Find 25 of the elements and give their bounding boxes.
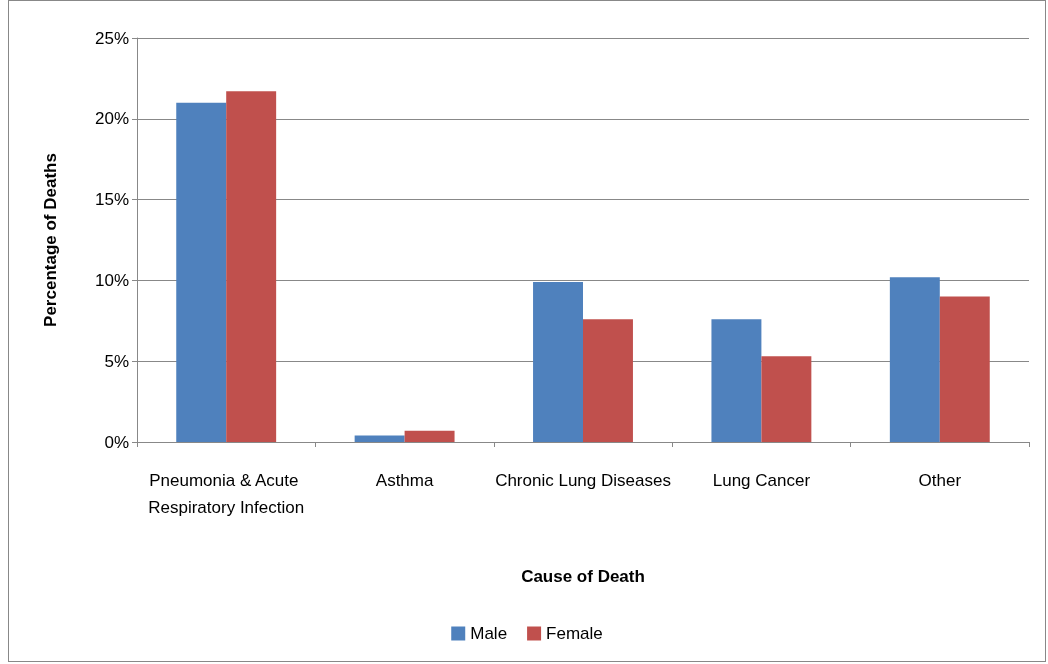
y-axis-title: Percentage of Deaths [41,153,60,327]
y-tick-label: 10% [94,270,129,290]
x-axis-title: Cause of Death [521,567,645,586]
legend-label: Female [546,624,603,643]
legend-label: Male [470,624,508,643]
bar [761,356,812,442]
bar [533,282,583,442]
bar [711,319,762,442]
y-tick-label: 25% [94,28,129,48]
bar [583,319,633,442]
y-tick-label: 20% [94,109,129,129]
bar [354,435,405,442]
x-tick-label: Lung Cancer [712,471,811,490]
y-tick-label: 15% [94,190,129,210]
bar [226,91,277,442]
x-tick-label: Other [918,471,962,490]
y-tick-label: 5% [104,351,129,371]
x-tick-label: Chronic Lung Diseases [495,471,671,490]
bar [176,102,227,442]
bar [404,430,455,442]
y-tick-label: 0% [104,432,129,452]
bar [889,277,940,442]
x-tick-label: Asthma [375,471,434,490]
x-tick-label: Pneumonia & Acute Respiratory Infection [148,471,305,517]
bar [939,296,990,442]
